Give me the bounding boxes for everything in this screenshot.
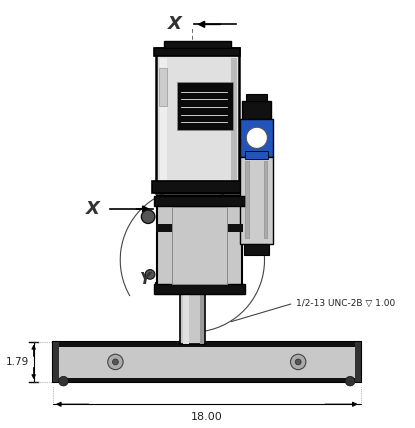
Bar bbox=[355, 342, 361, 382]
Circle shape bbox=[295, 359, 301, 365]
Bar bbox=[172, 207, 227, 284]
Bar bbox=[245, 151, 269, 159]
Bar bbox=[154, 196, 245, 206]
Bar bbox=[156, 48, 239, 193]
Bar bbox=[244, 244, 269, 255]
Text: 1.79: 1.79 bbox=[6, 357, 29, 367]
Text: X: X bbox=[86, 200, 100, 218]
Bar bbox=[264, 161, 267, 238]
Circle shape bbox=[142, 210, 155, 223]
Bar bbox=[53, 342, 361, 382]
Circle shape bbox=[345, 376, 355, 386]
Circle shape bbox=[246, 127, 267, 149]
Circle shape bbox=[108, 354, 123, 370]
Bar bbox=[177, 82, 233, 130]
Bar bbox=[53, 342, 59, 382]
Circle shape bbox=[112, 359, 118, 365]
Bar bbox=[160, 58, 167, 183]
Bar bbox=[240, 157, 273, 244]
Bar bbox=[240, 119, 273, 157]
Bar bbox=[154, 48, 240, 56]
Bar bbox=[183, 292, 190, 344]
Circle shape bbox=[59, 376, 68, 386]
Bar bbox=[152, 181, 242, 193]
Bar bbox=[242, 101, 271, 119]
Bar bbox=[180, 292, 205, 344]
Bar bbox=[231, 58, 237, 183]
Circle shape bbox=[145, 270, 155, 279]
Text: Y: Y bbox=[139, 272, 150, 287]
Bar bbox=[53, 342, 361, 347]
Circle shape bbox=[290, 354, 306, 370]
Text: X: X bbox=[168, 15, 182, 33]
Text: 18.00: 18.00 bbox=[191, 412, 223, 422]
Bar bbox=[200, 292, 204, 344]
Bar bbox=[53, 378, 361, 382]
Bar bbox=[157, 196, 242, 294]
Text: 1/2-13 UNC-2B ▽ 1.00: 1/2-13 UNC-2B ▽ 1.00 bbox=[296, 299, 395, 308]
Bar bbox=[156, 224, 243, 232]
Bar bbox=[154, 284, 245, 294]
Bar bbox=[159, 68, 167, 106]
Bar bbox=[245, 161, 249, 238]
Bar bbox=[164, 41, 231, 48]
Bar bbox=[246, 94, 267, 101]
